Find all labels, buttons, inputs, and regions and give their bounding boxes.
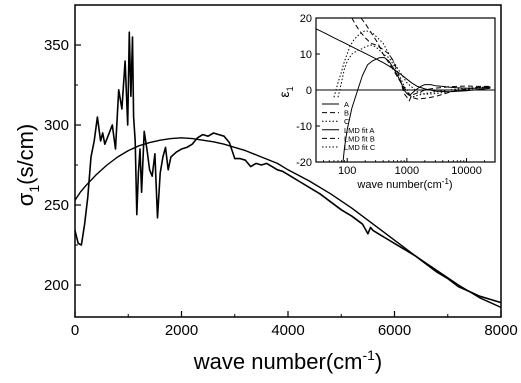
inset-legend-label: C <box>344 117 350 126</box>
inset-series-line <box>360 17 491 100</box>
inset-legend-label: LMD fit A <box>344 126 374 135</box>
inset-series-line <box>337 44 491 98</box>
main-x-axis-title-text: wave number(cm <box>193 349 363 374</box>
inset-legend-label: B <box>344 109 349 118</box>
inset-x-axis-title: wave number(cm-1) <box>356 177 452 191</box>
main-y-tick-label: 250 <box>44 197 69 214</box>
inset-y-ticks: -20 -10 0 10 20 <box>296 13 320 169</box>
inset-y-tick-label: -20 <box>296 157 312 169</box>
inset-x-tick-label: 1000 <box>395 165 419 177</box>
inset-y-tick-label: 0 <box>306 85 312 97</box>
main-y-tick-label: 300 <box>44 117 69 134</box>
inset-x-tick-label: 100 <box>338 165 356 177</box>
inset-legend-label: A <box>344 100 349 109</box>
inset-x-axis-title-tail: ) <box>449 179 453 191</box>
main-y-tick-label: 200 <box>44 277 69 294</box>
main-x-tick-label: 2000 <box>165 322 198 339</box>
main-y-axis-title-symbol: σ <box>13 192 38 206</box>
inset-x-ticks: 100 1000 10000 <box>323 158 485 177</box>
main-series-group <box>74 31 502 309</box>
inset-y-axis-title-symbol: ε <box>276 91 292 97</box>
main-x-axis-title: wave number(cm-1) <box>193 347 383 374</box>
inset-x-axis-title-text: wave number(cm <box>356 179 441 191</box>
inset-series-line <box>333 30 491 98</box>
inset-legend-label: LMD fit C <box>344 143 376 152</box>
main-y-axis-title-subscript: 1 <box>26 185 42 193</box>
inset-series-line <box>351 17 491 102</box>
inset-legend-label: LMD fit B <box>344 134 375 143</box>
inset-x-axis-title-superscript: -1 <box>442 177 450 186</box>
main-x-tick-label: 6000 <box>378 322 411 339</box>
main-y-axis-title: σ1(s/cm) <box>13 124 42 206</box>
inset-y-tick-label: -10 <box>296 121 312 133</box>
inset-y-axis-title: ε1 <box>276 86 295 97</box>
main-x-tick-label: 4000 <box>271 322 304 339</box>
inset-x-tick-label: 10000 <box>451 165 482 177</box>
main-x-axis-title-superscript: -1 <box>362 347 375 363</box>
main-x-axis-title-tail: ) <box>375 349 382 374</box>
inset-y-tick-label: 20 <box>300 13 312 25</box>
inset-y-tick-label: 10 <box>300 49 312 61</box>
main-y-tick-label: 350 <box>44 37 69 54</box>
main-y-axis-title-unit: (s/cm) <box>13 124 38 185</box>
main-x-tick-label: 8000 <box>484 322 517 339</box>
main-series-line <box>74 137 502 309</box>
main-series-line <box>74 31 502 304</box>
main-x-ticks: 0 2000 4000 6000 8000 <box>71 311 518 339</box>
main-y-ticks: 200 250 300 350 <box>44 37 81 294</box>
inset-y-axis-title-subscript: 1 <box>285 86 295 91</box>
main-x-tick-label: 0 <box>71 322 79 339</box>
